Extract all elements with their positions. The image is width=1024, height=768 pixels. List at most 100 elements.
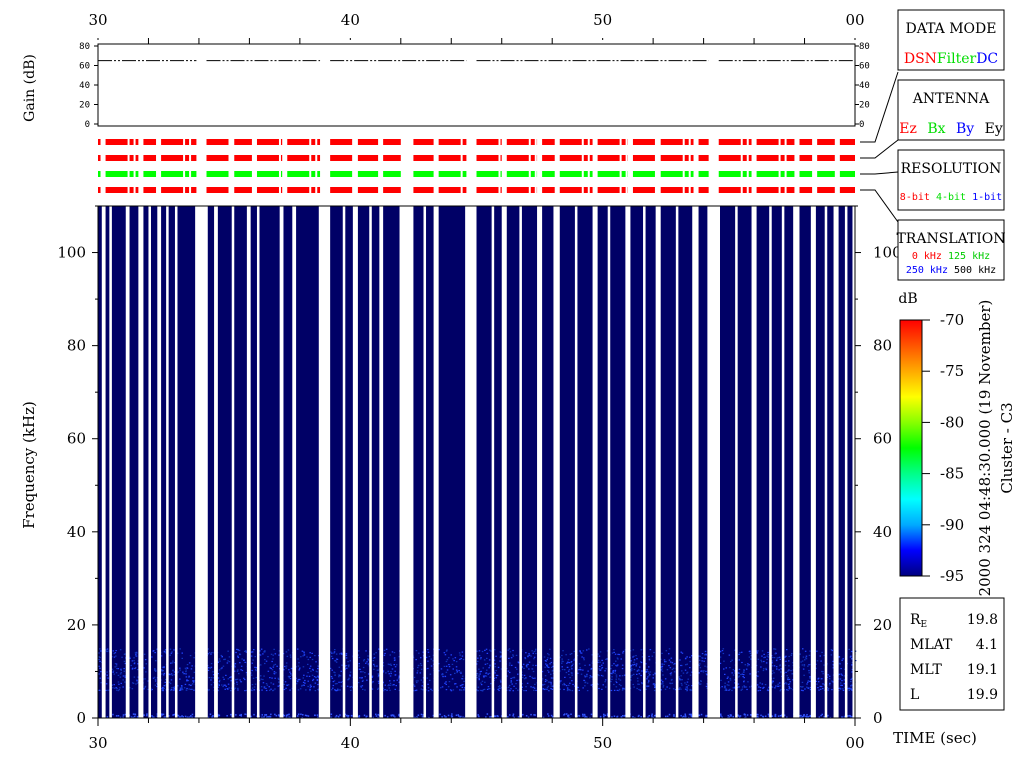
noise-pixel: [686, 656, 688, 658]
noise-pixel: [446, 649, 448, 651]
noise-pixel: [654, 686, 656, 688]
noise-pixel: [805, 655, 808, 657]
noise-pixel: [483, 659, 486, 661]
noise-pixel: [726, 689, 728, 691]
noise-pixel: [133, 676, 136, 678]
noise-pixel: [193, 671, 196, 673]
noise-pixel: [604, 670, 606, 672]
noise-pixel: [792, 673, 794, 675]
noise-pixel: [277, 677, 280, 679]
noise-pixel: [669, 661, 672, 663]
noise-pixel: [744, 714, 746, 716]
noise-pixel: [729, 688, 731, 690]
noise-pixel: [663, 659, 666, 661]
noise-pixel: [493, 659, 496, 661]
noise-pixel: [302, 677, 304, 679]
noise-pixel: [239, 662, 241, 664]
noise-pixel: [497, 686, 500, 688]
noise-pixel: [760, 659, 762, 661]
noise-pixel: [132, 713, 135, 715]
noise-pixel: [375, 713, 377, 716]
legend-antenna: ANTENNA Ez Bx By Ey: [897, 79, 1005, 141]
noise-pixel: [570, 666, 573, 668]
noise-pixel: [649, 649, 652, 651]
noise-pixel: [459, 689, 461, 691]
noise-pixel: [527, 654, 529, 657]
noise-pixel: [699, 663, 701, 665]
noise-pixel: [392, 715, 395, 717]
noise-pixel: [662, 681, 664, 683]
noise-pixel: [455, 661, 458, 663]
noise-pixel: [510, 681, 512, 684]
noise-pixel: [684, 716, 686, 718]
noise-pixel: [528, 661, 531, 663]
noise-pixel: [134, 713, 136, 715]
noise-pixel: [486, 657, 488, 659]
noise-pixel: [756, 684, 759, 686]
legend-resolution: RESOLUTION 8-bit 4-bit 1-bit: [897, 149, 1005, 211]
noise-pixel: [529, 675, 531, 677]
noise-pixel: [601, 688, 603, 690]
noise-pixel: [124, 675, 126, 677]
noise-pixel: [588, 664, 591, 666]
noise-pixel: [117, 668, 119, 670]
noise-pixel: [154, 670, 157, 672]
noise-pixel: [747, 663, 749, 665]
noise-pixel: [359, 677, 361, 679]
noise-pixel: [494, 649, 496, 651]
noise-pixel: [448, 664, 450, 666]
noise-pixel: [287, 649, 290, 651]
noise-pixel: [283, 669, 285, 671]
noise-pixel: [367, 673, 370, 675]
noise-pixel: [272, 654, 274, 656]
noise-pixel: [147, 688, 149, 691]
noise-pixel: [161, 688, 164, 690]
noise-pixel: [507, 649, 509, 651]
noise-pixel: [662, 686, 664, 688]
noise-pixel: [509, 714, 511, 716]
noise-pixel: [525, 677, 527, 679]
noise-pixel: [124, 676, 127, 678]
noise-pixel: [671, 662, 674, 664]
noise-pixel: [212, 715, 214, 717]
noise-pixel: [99, 660, 101, 662]
legend-0khz: 0 kHz: [912, 251, 942, 262]
noise-pixel: [275, 714, 278, 717]
noise-pixel: [460, 671, 462, 673]
noise-pixel: [727, 714, 729, 717]
noise-pixel: [163, 685, 165, 687]
noise-pixel: [389, 682, 392, 684]
noise-pixel: [574, 685, 576, 687]
noise-pixel: [584, 676, 587, 678]
noise-pixel: [483, 676, 485, 678]
noise-pixel: [630, 675, 632, 677]
noise-pixel: [146, 714, 148, 717]
noise-pixel: [773, 648, 775, 650]
noise-pixel: [331, 652, 333, 654]
legend-resolution-box: [897, 149, 1005, 211]
noise-pixel: [780, 688, 782, 691]
noise-pixel: [390, 664, 392, 666]
noise-pixel: [640, 661, 642, 663]
noise-pixel: [737, 672, 740, 674]
noise-pixel: [415, 689, 418, 691]
noise-pixel: [170, 673, 173, 675]
colorbar-ticks: -70-75-80-85-90-95: [922, 311, 964, 585]
noise-pixel: [373, 653, 375, 655]
noise-pixel: [462, 675, 464, 677]
noise-pixel: [842, 658, 844, 660]
noise-pixel: [841, 684, 843, 686]
noise-pixel: [311, 652, 313, 654]
orbit-value: 19.8: [967, 612, 998, 628]
noise-pixel: [430, 658, 432, 660]
bottom-xticks: 30 40 50 00: [88, 718, 865, 752]
noise-pixel: [251, 689, 253, 692]
noise-pixel: [372, 660, 375, 662]
noise-pixel: [822, 683, 824, 685]
noise-pixel: [289, 689, 291, 691]
noise-pixel: [847, 715, 849, 717]
noise-pixel: [624, 714, 626, 717]
noise-pixel: [312, 678, 315, 680]
noise-pixel: [476, 663, 478, 665]
